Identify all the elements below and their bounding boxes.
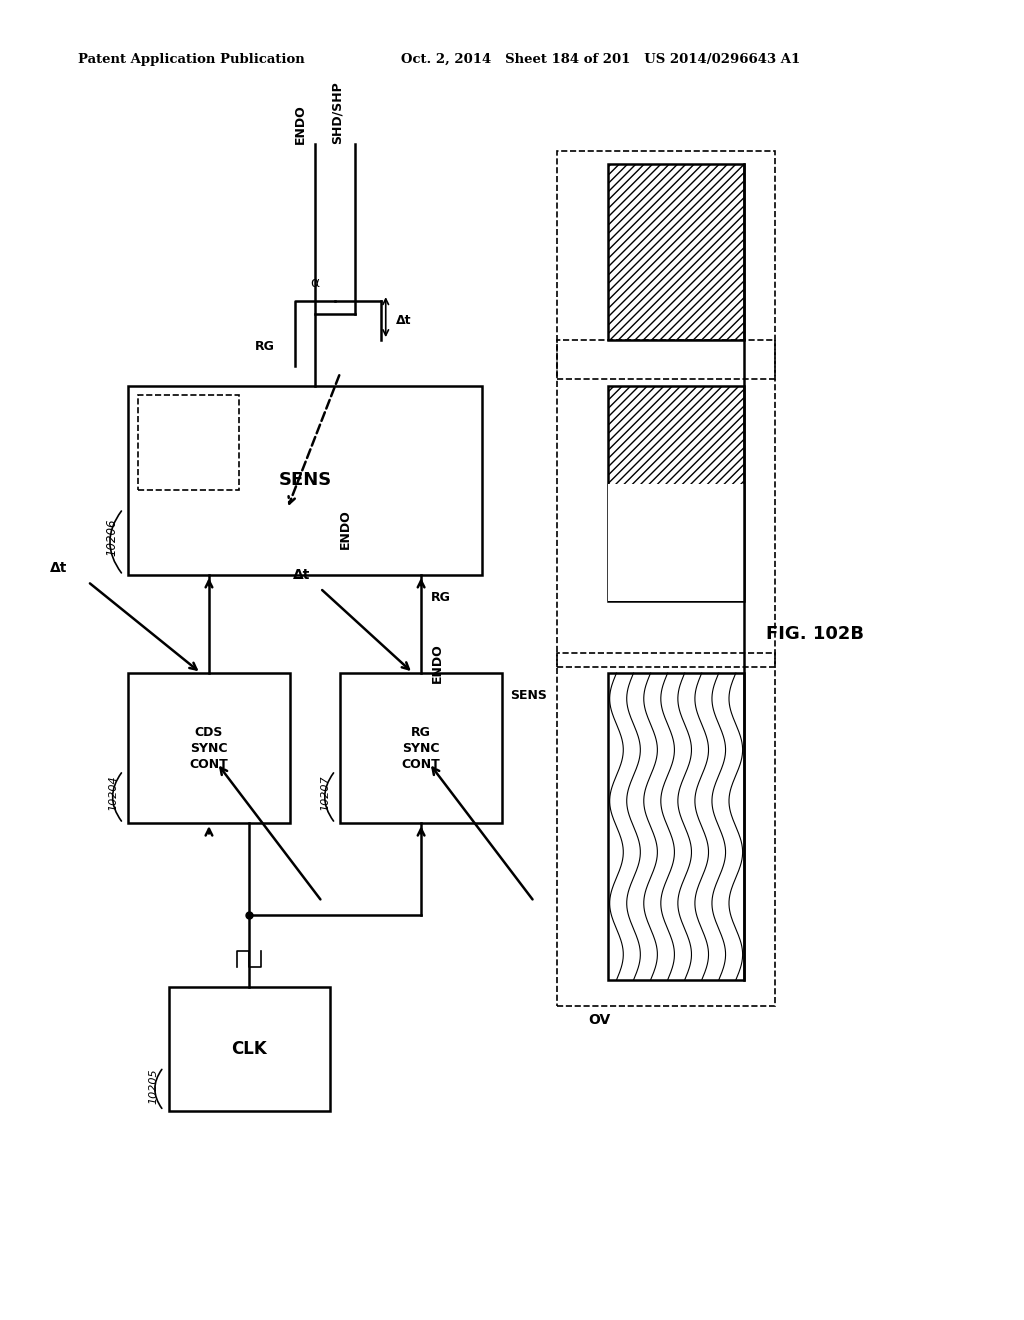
Bar	[557, 341, 774, 667]
Bar	[608, 164, 744, 341]
Text: Patent Application Publication: Patent Application Publication	[78, 53, 304, 66]
Bar	[608, 483, 744, 601]
Text: RG: RG	[431, 591, 451, 605]
Bar	[557, 653, 774, 1006]
Text: Δt: Δt	[396, 314, 412, 327]
Text: 10207: 10207	[321, 775, 330, 810]
Text: CLK: CLK	[231, 1040, 267, 1057]
Text: Oct. 2, 2014   Sheet 184 of 201   US 2014/0296643 A1: Oct. 2, 2014 Sheet 184 of 201 US 2014/02…	[400, 53, 800, 66]
Text: 10206: 10206	[105, 519, 118, 556]
Text: SHD/SHP: SHD/SHP	[331, 82, 344, 144]
Text: Δt: Δt	[293, 568, 310, 582]
Text: RG
SYNC
CONT: RG SYNC CONT	[401, 726, 440, 771]
Bar	[128, 385, 481, 576]
Text: Δt: Δt	[50, 561, 68, 576]
Bar	[138, 395, 240, 490]
Bar	[340, 673, 502, 824]
Text: ENDO: ENDO	[431, 643, 444, 684]
Bar	[557, 150, 774, 379]
Text: OV: OV	[588, 1012, 610, 1027]
Text: 10205: 10205	[148, 1068, 159, 1104]
Text: RG: RG	[255, 341, 274, 352]
Text: α: α	[310, 276, 319, 290]
Text: CDS
SYNC
CONT: CDS SYNC CONT	[189, 726, 228, 771]
Bar	[169, 986, 330, 1110]
Bar	[608, 385, 744, 601]
Bar	[608, 673, 744, 979]
Text: SENS: SENS	[511, 689, 548, 702]
Text: 10204: 10204	[109, 775, 118, 810]
Text: FIG. 102B: FIG. 102B	[766, 624, 864, 643]
Text: SENS: SENS	[279, 471, 332, 490]
Bar	[128, 673, 290, 824]
Text: ENDO: ENDO	[294, 104, 306, 144]
Text: ENDO: ENDO	[339, 510, 352, 549]
